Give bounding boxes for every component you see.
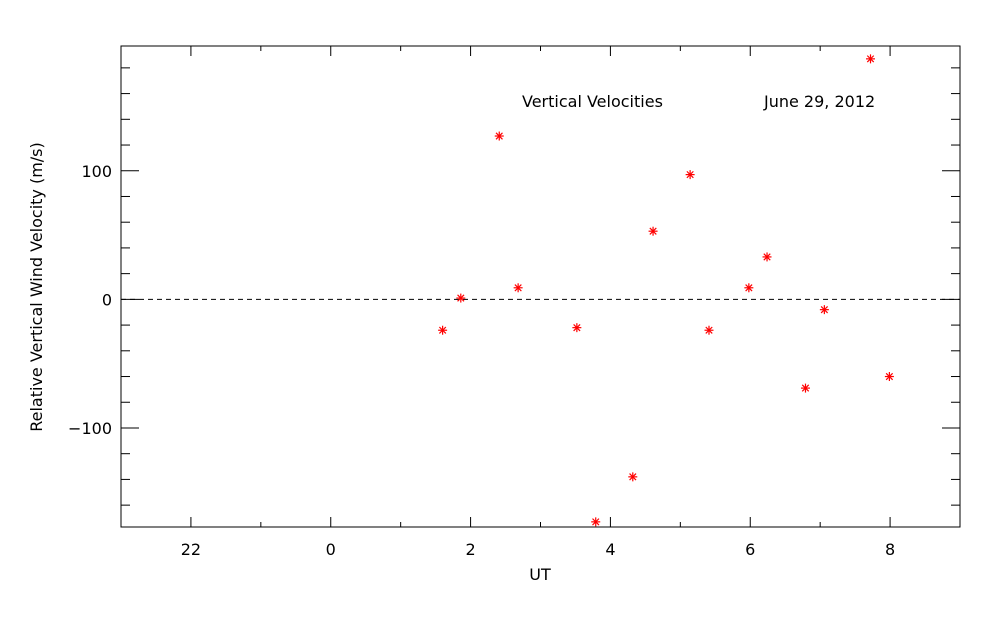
data-point [628,472,638,482]
data-point [513,283,523,293]
data-point [744,283,754,293]
chart-title: Vertical Velocities [522,92,663,111]
y-tick-label: −100 [68,419,112,438]
axis-ticks [120,46,961,527]
data-point [648,226,658,236]
data-point [800,383,810,393]
y-tick-label: 100 [81,162,112,181]
y-tick-label: 0 [102,290,112,309]
data-point [704,325,714,335]
data-point [591,517,601,527]
x-tick-label: 4 [605,540,615,559]
data-point [884,372,894,382]
data-point [572,323,582,333]
data-point [456,293,466,303]
data-point [762,252,772,262]
data-points [438,54,894,527]
chart-date: June 29, 2012 [763,92,875,111]
x-tick-label: 22 [181,540,201,559]
x-tick-label: 0 [326,540,336,559]
data-point [438,325,448,335]
data-point [685,170,695,180]
x-tick-label: 8 [885,540,895,559]
y-axis-label: Relative Vertical Wind Velocity (m/s) [27,142,46,432]
data-point [819,305,829,315]
x-tick-label: 6 [745,540,755,559]
data-point [494,131,504,141]
tick-labels: 22 0 2 4 6 8 −100 0 100 [68,162,895,559]
plot-frame [120,45,961,528]
x-tick-label: 2 [465,540,475,559]
x-axis-label: UT [529,565,551,584]
data-point [866,54,876,64]
